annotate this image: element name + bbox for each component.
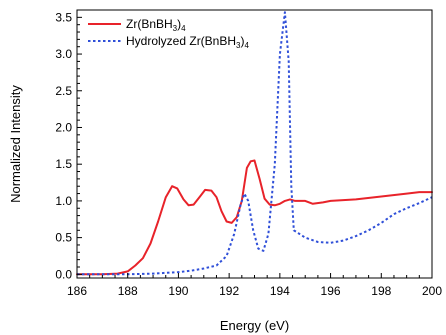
- y-tick-label: 3.0: [55, 47, 72, 61]
- y-tick-label: 1.5: [55, 157, 72, 171]
- x-tick-label: 186: [67, 284, 87, 298]
- plot-frame: [76, 9, 433, 279]
- y-tick-label: 2.0: [55, 120, 72, 134]
- x-tick-label: 192: [219, 284, 239, 298]
- y-axis-title: Normalized Intensity: [8, 85, 23, 203]
- y-axis: 0.0 0.5 1.0 1.5 2.0 2.5 3.0 3.5: [55, 10, 82, 281]
- series-line-1: [76, 159, 433, 276]
- x-tick-label: 190: [168, 284, 188, 298]
- series-line-2: [77, 11, 433, 276]
- x-axis-title: Energy (eV): [220, 318, 289, 333]
- y-tick-label: 0.5: [55, 231, 72, 245]
- y-tick-label: 3.5: [55, 10, 72, 24]
- x-tick-label: 196: [321, 284, 341, 298]
- x-tick-label: 198: [371, 284, 391, 298]
- y-tick-label: 1.0: [55, 194, 72, 208]
- x-tick-label: 200: [422, 284, 442, 298]
- plot-area: [76, 11, 433, 276]
- legend-label: Zr(BnBH3)4: [126, 17, 186, 33]
- x-tick-label: 194: [270, 284, 290, 298]
- y-tick-label: 0.0: [55, 267, 72, 281]
- x-tick-label: 188: [118, 284, 138, 298]
- x-axis: 186 188 190 192 194 196 198 200: [67, 273, 442, 298]
- legend-label: Hydrolyzed Zr(BnBH3)4: [126, 34, 249, 50]
- y-tick-label: 2.5: [55, 84, 72, 98]
